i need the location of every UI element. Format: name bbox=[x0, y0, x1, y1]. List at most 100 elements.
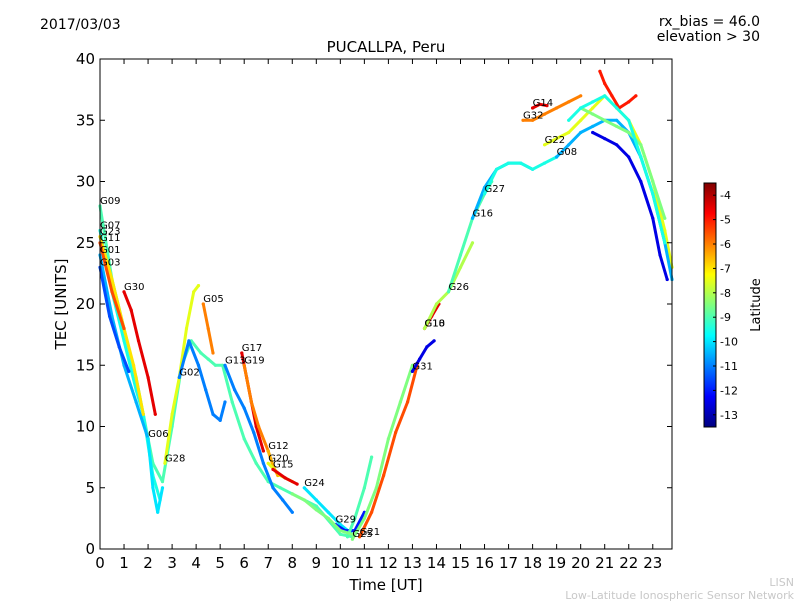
data-point bbox=[543, 112, 547, 116]
series-line bbox=[447, 180, 494, 294]
data-point bbox=[591, 130, 595, 135]
elevation-label: elevation > 30 bbox=[656, 29, 760, 45]
x-tick-label: 8 bbox=[287, 554, 297, 572]
data-point bbox=[350, 532, 354, 536]
data-point bbox=[598, 69, 602, 73]
credit-line-2: Low-Latitude Ionospheric Sensor Network bbox=[565, 589, 794, 602]
data-point bbox=[252, 431, 256, 435]
data-point bbox=[370, 510, 374, 514]
series-g14 bbox=[531, 102, 549, 110]
data-point bbox=[338, 532, 342, 536]
data-point bbox=[591, 106, 595, 110]
x-tick-label: 7 bbox=[263, 554, 273, 572]
series-label-g30: G30 bbox=[124, 282, 144, 293]
x-axis-label: Time [UT] bbox=[348, 576, 422, 594]
data-point bbox=[615, 106, 619, 110]
data-point bbox=[261, 461, 265, 465]
series-track-33 bbox=[579, 106, 667, 220]
data-point bbox=[545, 104, 549, 108]
colorbar-tick-label: -7 bbox=[720, 262, 731, 275]
series-g11 bbox=[98, 241, 126, 331]
colorbar: -4 -5 -6 -7 -8 -9 -10 -11 -12 -13 Latitude bbox=[703, 182, 764, 428]
y-tick-label: 5 bbox=[85, 479, 95, 497]
data-point bbox=[211, 412, 215, 416]
series-label-g08: G08 bbox=[557, 147, 577, 158]
series-label-g10: G10 bbox=[425, 319, 445, 330]
data-point bbox=[314, 504, 318, 508]
series-g32 bbox=[521, 94, 583, 122]
data-point bbox=[567, 143, 571, 147]
series-label-g12: G12 bbox=[268, 441, 288, 452]
data-point bbox=[531, 118, 535, 122]
series-track-32 bbox=[598, 69, 638, 110]
y-tick-label: 40 bbox=[76, 50, 95, 68]
series-label-g15: G15 bbox=[273, 459, 293, 470]
data-point bbox=[458, 253, 463, 257]
data-point bbox=[177, 375, 181, 380]
series-label-g06: G06 bbox=[148, 429, 168, 440]
series-label-g25: G25 bbox=[352, 529, 372, 540]
series-g02 bbox=[177, 339, 227, 422]
data-point bbox=[314, 498, 318, 502]
rx-bias-label: rx_bias = 46.0 bbox=[658, 14, 760, 30]
data-point bbox=[627, 155, 631, 159]
series-track-35 bbox=[345, 455, 374, 539]
credit-line-1: LISN bbox=[769, 576, 794, 589]
series-g31 bbox=[410, 339, 436, 373]
series-label-g14: G14 bbox=[533, 98, 553, 109]
series-label-g23: G23 bbox=[100, 227, 120, 238]
data-point bbox=[634, 94, 638, 98]
series-line bbox=[579, 106, 667, 220]
data-point bbox=[353, 516, 357, 521]
data-point bbox=[302, 486, 306, 490]
data-point bbox=[221, 363, 225, 367]
x-axis: 0 1 2 3 4 5 6 7 8 9 10 11 12 13 14 15 16 17 18 19 20 21 22 23 bbox=[95, 59, 662, 572]
data-point bbox=[278, 486, 282, 490]
series-g25 bbox=[350, 363, 414, 541]
colorbar-label: Latitude bbox=[749, 278, 764, 332]
series-label-g03: G03 bbox=[100, 257, 120, 268]
colorbar-tick-label: -5 bbox=[720, 214, 731, 227]
series-line bbox=[346, 455, 374, 539]
y-tick-label: 35 bbox=[76, 111, 95, 129]
x-tick-label: 0 bbox=[95, 554, 105, 572]
x-tick-label: 3 bbox=[167, 554, 177, 572]
y-tick-label: 0 bbox=[85, 540, 95, 558]
series-label-g24: G24 bbox=[304, 478, 324, 489]
series-label-g28: G28 bbox=[165, 453, 185, 464]
data-point bbox=[610, 94, 614, 98]
y-axis-label: TEC [UNITS] bbox=[52, 259, 70, 351]
series-label-g27: G27 bbox=[485, 184, 505, 195]
data-point bbox=[521, 118, 525, 122]
data-point bbox=[639, 155, 643, 159]
data-point bbox=[543, 143, 547, 147]
data-point bbox=[382, 473, 386, 478]
data-point bbox=[242, 406, 246, 410]
x-tick-label: 5 bbox=[215, 554, 225, 572]
data-point bbox=[170, 412, 174, 416]
series-label-g09: G09 bbox=[100, 196, 120, 207]
y-tick-label: 30 bbox=[76, 173, 95, 191]
data-point bbox=[358, 535, 362, 539]
data-point bbox=[122, 290, 126, 294]
colorbar-tick-label: -11 bbox=[720, 360, 738, 373]
data-point bbox=[127, 369, 131, 373]
data-point bbox=[350, 537, 354, 541]
data-point bbox=[418, 357, 422, 361]
data-point bbox=[184, 326, 189, 331]
data-point bbox=[163, 461, 167, 465]
series-label-g18: G18 bbox=[425, 319, 445, 330]
data-point bbox=[555, 155, 559, 159]
data-point bbox=[482, 186, 487, 190]
series-line bbox=[98, 265, 131, 373]
data-point bbox=[615, 118, 619, 122]
colorbar-tick-label: -6 bbox=[720, 238, 731, 251]
data-point bbox=[233, 388, 237, 392]
data-point bbox=[206, 326, 210, 331]
x-tick-label: 9 bbox=[312, 554, 322, 572]
data-point bbox=[141, 412, 145, 416]
series-label-g13: G13 bbox=[225, 355, 245, 366]
x-tick-label: 14 bbox=[427, 554, 446, 572]
data-point bbox=[160, 480, 165, 484]
